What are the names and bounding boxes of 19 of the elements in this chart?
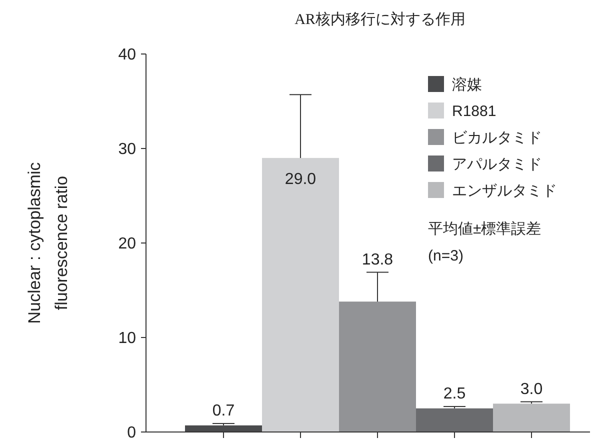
y-axis-title: Nuclear : cytoplasmic fluorescence ratio <box>25 162 71 324</box>
y-tick-label: 20 <box>118 236 136 253</box>
data-label: 13.8 <box>362 251 394 268</box>
annotation: (n=3) <box>428 247 464 264</box>
data-label: 3.0 <box>520 380 543 398</box>
data-label: 0.7 <box>212 402 235 420</box>
y-tick-label: 30 <box>118 141 136 158</box>
legend-label: 溶媒 <box>452 76 482 94</box>
chart-title: AR核内移行に対する作用 <box>294 11 466 28</box>
legend-label: R1881 <box>452 102 496 120</box>
legend-label: ビカルタミド <box>452 129 542 146</box>
legend-label: アパルタミド <box>452 156 542 173</box>
data-label: 29.0 <box>284 170 316 188</box>
y-tick-label: 40 <box>118 46 136 64</box>
data-label: 2.5 <box>443 385 466 402</box>
y-tick-label: 0 <box>127 424 136 442</box>
y-tick-label: 10 <box>118 330 136 348</box>
annotation: 平均値±標準誤差 <box>428 220 542 238</box>
legend-label: エンザルタミド <box>452 182 557 200</box>
